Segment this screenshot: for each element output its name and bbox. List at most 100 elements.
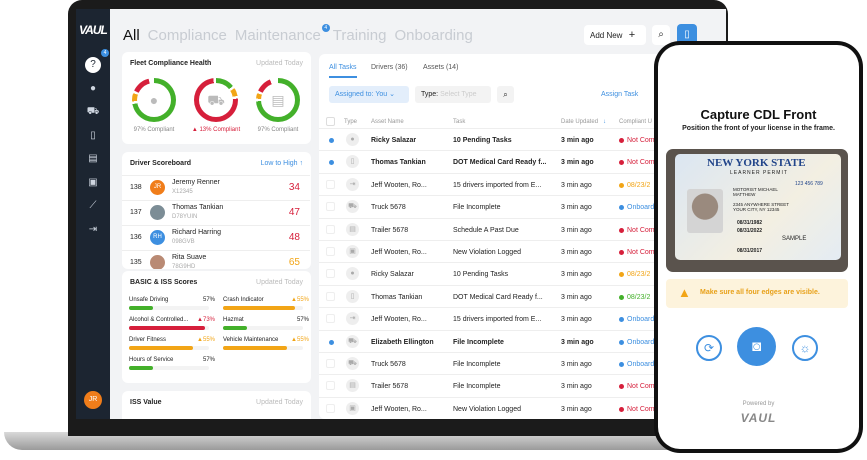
score-label: Unsafe Driving [129,297,169,303]
table-row[interactable]: ▤ Trailer 5678 Schedule A Past Due 3 min ag… [319,217,726,240]
asset-name: Truck 5678 [371,361,406,368]
switch-camera-button[interactable]: ⟳ [696,335,722,361]
edge-warning: ▲ Make sure all four edges are visible. [666,279,848,308]
table-row[interactable]: ▯ Thomas Tankian DOT Medical Card Ready f.… [319,150,726,172]
table-row[interactable]: ▣ Jeff Wooten, Ro... New Violation Logged 3… [319,396,726,419]
ring-label: ▲ 13% Compliant [191,127,241,133]
status-dot [619,317,624,323]
score-value: 57% [202,357,215,363]
document-icon: ▯ [346,289,359,303]
basic-score: Unsafe Driving 57% [129,297,215,310]
status-text: Onboard [627,361,655,368]
capture-button[interactable]: ◙ [737,327,776,366]
add-new-button[interactable]: Add New + [584,25,646,45]
task-tab[interactable]: Drivers (36) [371,64,408,71]
score-value: 57% [296,317,309,323]
driver-row[interactable]: 137 Thomas Tankian D78YUIN 47 [122,200,310,224]
import-icon[interactable]: ⇥ [88,223,98,235]
table-row[interactable]: ⛟ Truck 5678 File Incomplete 3 min ago Onboa… [319,352,726,374]
flash-button[interactable]: ☼ [792,335,818,361]
table-row[interactable]: ⛟ Elizabeth Ellington File Incomplete 3 min… [319,329,726,352]
tab-maintenance[interactable]: Maintenance [234,27,321,44]
truck-icon: ⛟ [199,83,233,117]
warning-icon: ▲ [291,297,297,303]
date-updated: 3 min ago [561,226,592,234]
table-row[interactable]: ▤ Trailer 5678 File Incomplete 3 min ago Not… [319,374,726,396]
document-icon[interactable]: ▯ [90,129,96,141]
phone-screen: Capture CDL Front Position the front of … [658,45,859,449]
row-checkbox[interactable] [326,403,335,413]
type-filter[interactable]: Type: Select Type [415,86,491,103]
truck-icon[interactable]: ⛟ [86,106,100,117]
warning-icon: ▲ [197,337,203,343]
sort-toggle[interactable]: Low to High ↑ [260,160,303,167]
updated-label: Updated Today [256,279,303,286]
search-icon: ⌕ [658,29,664,40]
table-row[interactable]: ▣ Jeff Wooten, Ro... New Violation Logged 3… [319,240,726,262]
driver-row[interactable]: 135 Rita Suave 78G9HD 65 [122,250,310,269]
table-row[interactable]: ⛟ Truck 5678 File Incomplete 3 min ago Onboa… [319,195,726,217]
driver-row[interactable]: 138 JR Jeremy Renner X12345 34 [122,175,310,199]
status-text: 08/23/2 [627,293,651,301]
status-text: Not Com [627,159,655,167]
driver-row[interactable]: 136 RH Richard Harring 098GVB 48 [122,225,310,249]
user-icon[interactable]: ● [89,82,97,94]
unread-dot [329,339,334,345]
column-header[interactable]: Compliant U [619,119,653,125]
row-checkbox[interactable] [326,247,335,256]
search-button[interactable]: ⌕ [652,25,670,45]
date-updated: 3 min ago [561,249,592,256]
select-all-checkbox[interactable] [326,117,335,126]
table-row[interactable]: ▯ Thomas Tankian DOT Medical Card Ready f.… [319,284,726,307]
table-row[interactable]: ● Ricky Salazar 10 Pending Tasks 3 min ago N… [319,128,726,150]
row-checkbox[interactable] [326,179,335,189]
row-checkbox[interactable] [326,314,335,324]
asset-name: Thomas Tankian [371,293,423,301]
row-checkbox[interactable] [326,291,335,301]
table-row[interactable]: ⇥ Jeff Wooten, Ro... 15 drivers imported f… [319,172,726,195]
trailer-icon[interactable]: ▤ [88,153,98,164]
column-header[interactable]: Date Updated [561,119,599,125]
tab-onboarding[interactable]: Onboarding [394,27,473,44]
tab-training[interactable]: Training [332,27,387,44]
table-search-button[interactable]: ⌕ [497,86,514,103]
plus-icon: + [628,29,636,41]
assign-task-link[interactable]: Assign Task [601,91,639,98]
score-bar-fill [129,326,205,330]
card-title: BASIC & ISS Scores [130,279,198,286]
row-checkbox[interactable] [326,269,335,279]
status-dot [619,138,624,143]
trailers-ring: ▤ [256,78,300,122]
tab-all[interactable]: All [123,27,140,44]
driver-name: Richard Harring [172,229,222,236]
document-button[interactable]: ▯ [677,24,697,45]
refresh-icon: ⟳ [703,341,715,355]
assigned-filter[interactable]: Assigned to: You ⌄ [329,86,409,103]
driver-id: X12345 [172,189,193,195]
task-tab[interactable]: All Tasks [329,64,357,78]
row-checkbox[interactable] [326,224,335,234]
clipboard-icon[interactable]: ▣ [88,176,98,188]
user-avatar[interactable]: JR [84,391,102,409]
ring-label: 97% Compliant [257,127,299,133]
row-checkbox[interactable] [326,359,335,368]
status-text: Not Com [627,137,655,144]
column-header[interactable]: Task [453,119,466,125]
tab-compliance[interactable]: Compliance [147,27,227,44]
column-header[interactable]: Asset Name [371,119,404,125]
score-label: Hours of Service [129,357,174,363]
chart-icon[interactable]: ⟋ [89,200,97,211]
score-bar [129,346,209,350]
basic-score: Driver Fitness ▲55% [129,337,215,350]
help-icon[interactable]: ? [85,57,101,73]
column-header[interactable]: Type [344,119,358,125]
table-row[interactable]: ● Ricky Salazar 10 Pending Tasks 3 min ago 0… [319,262,726,284]
asset-name: Jeff Wooten, Ro... [371,316,427,324]
row-checkbox[interactable] [326,381,335,391]
status-dot [619,227,624,233]
row-checkbox[interactable] [326,202,335,212]
task-tab[interactable]: Assets (14) [423,64,459,71]
driver-avatar [150,205,165,220]
table-row[interactable]: ⇥ Jeff Wooten, Ro... 15 drivers imported f… [319,307,726,329]
task-name: 10 Pending Tasks [453,137,512,144]
